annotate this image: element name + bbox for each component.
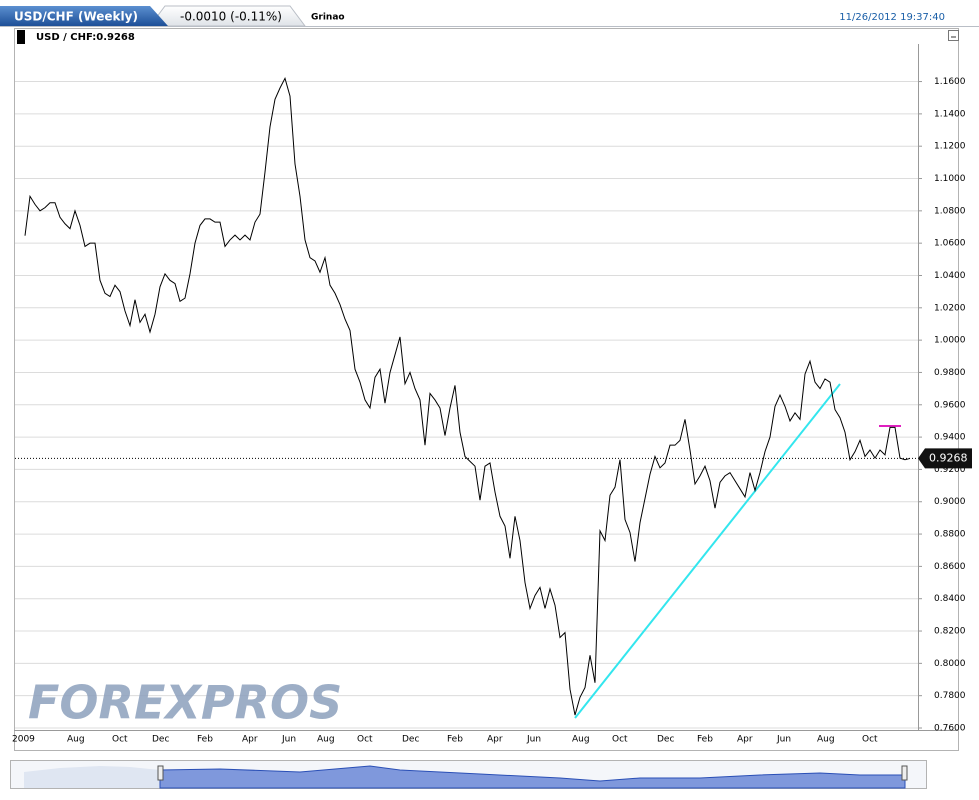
x-tick-label: Feb [697,735,713,745]
x-tick-label: Feb [447,735,463,745]
x-tick-label: Feb [197,735,213,745]
instrument: USD/CHF (Weekly) [14,10,138,24]
x-tick-label: Aug [67,735,85,745]
x-tick-label: Dec [402,735,419,745]
x-tick-label: Aug [572,735,590,745]
navigator[interactable] [10,760,927,789]
y-tick-label: 0.7600 [934,724,966,734]
y-tick-label: 1.0000 [934,336,966,346]
y-tick-label: 0.9200 [934,465,966,475]
y-tick-label: 1.1600 [934,77,966,87]
y-tick-label: 1.0600 [934,239,966,249]
timestamp: 11/26/2012 19:37:40 [839,12,945,23]
price-line [24,76,911,716]
y-tick-label: 1.1400 [934,109,966,119]
y-tick-label: 1.0800 [934,206,966,216]
y-tick-label: 1.1200 [934,142,966,152]
y-tick-label: 0.8600 [934,562,966,572]
y-tick-label: 0.9800 [934,368,966,378]
x-tick-label: Aug [317,735,335,745]
y-tick-label: 0.8400 [934,594,966,604]
y-tick-label: 1.0200 [934,303,966,313]
y-tick-label: 0.7800 [934,691,966,701]
user: Grinao [311,13,345,23]
x-tick-label: Apr [242,735,258,745]
navigator-history [24,766,160,788]
x-tick-label: Dec [657,735,674,745]
x-tick-label: Jun [526,735,541,745]
watermark: FOREXPROS [28,676,342,730]
x-tick-label: Apr [737,735,753,745]
instrument-tab[interactable] [0,6,168,26]
y-tick-label: 0.8800 [934,530,966,540]
navigator-handle-left[interactable] [157,765,164,781]
plot-frame [14,28,959,751]
x-tick-label: Oct [112,735,128,745]
legend-swatch [17,30,25,44]
x-tick-label: Jun [281,735,296,745]
y-tick-label: 0.8000 [934,659,966,669]
x-tick-label: Dec [152,735,169,745]
y-tick-label: 0.9400 [934,433,966,443]
x-tick-label: Oct [612,735,628,745]
x-tick-label: Aug [817,735,835,745]
y-tick-label: 1.1000 [934,174,966,184]
x-tick-label: Oct [862,735,878,745]
trend-line[interactable] [574,383,841,719]
x-tick-label: Jun [776,735,791,745]
minimize-button[interactable] [948,30,959,41]
x-tick-label: Apr [487,735,503,745]
y-tick-label: 0.8200 [934,627,966,637]
last-price-label: 0.9268 [929,451,968,464]
legend-label: USD / CHF:0.9268 [36,32,135,43]
y-tick-label: 1.0400 [934,271,966,281]
x-tick-label: 2009 [12,735,35,745]
x-tick-label: Oct [357,735,373,745]
y-tick-label: 0.9000 [934,497,966,507]
navigator-handle-right[interactable] [901,765,908,781]
change: -0.0010 (-0.11%) [180,10,282,24]
last-price-box [918,448,972,469]
y-tick-label: 0.9600 [934,400,966,410]
